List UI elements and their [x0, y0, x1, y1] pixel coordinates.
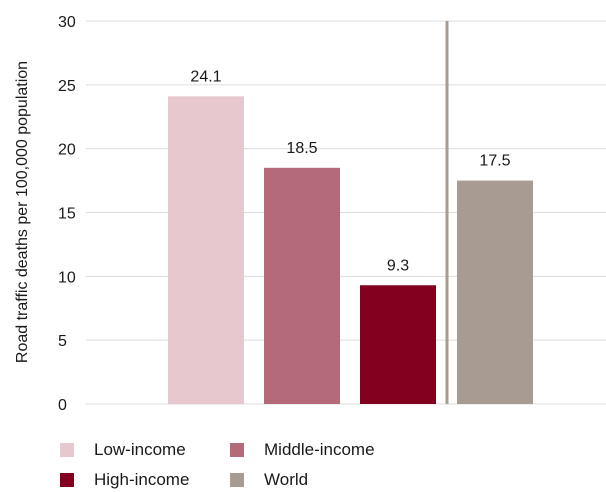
- legend-label-low-income: Low-income: [94, 440, 186, 459]
- legend-label-high-income: High-income: [94, 470, 190, 489]
- y-tick-label: 20: [58, 142, 76, 159]
- y-axis-label: Road traffic deaths per 100,000 populati…: [14, 61, 31, 363]
- bar-middle-income: [264, 167, 340, 404]
- data-label-world: 17.5: [479, 153, 510, 170]
- y-tick-label: 0: [58, 397, 67, 414]
- y-tick-label: 30: [58, 14, 76, 31]
- bars: [168, 96, 533, 404]
- legend-swatch-middle-income: [230, 443, 244, 457]
- data-label-high-income: 9.3: [387, 257, 409, 274]
- y-tick-label: 15: [58, 206, 76, 223]
- bar-low-income: [168, 96, 244, 404]
- legend-swatch-world: [230, 473, 244, 487]
- data-label-low-income: 24.1: [190, 68, 221, 85]
- legend-item-world: World: [230, 470, 308, 490]
- legend-item-low-income: Low-income: [60, 440, 186, 460]
- legend-swatch-high-income: [60, 473, 74, 487]
- legend-item-middle-income: Middle-income: [230, 440, 375, 460]
- bar-world: [457, 180, 533, 404]
- legend-item-high-income: High-income: [60, 470, 189, 490]
- y-tick-label: 5: [58, 333, 67, 350]
- legend-label-middle-income: Middle-income: [264, 440, 375, 459]
- bar-high-income: [360, 285, 436, 404]
- data-label-middle-income: 18.5: [286, 140, 317, 157]
- y-tick-label: 10: [58, 269, 76, 286]
- bar-chart: 0 5 10 15 20 25 30 24.1 18.5 9.3 17.5 Road traffi…: [14, 14, 606, 414]
- data-labels: 24.1 18.5 9.3 17.5: [190, 68, 510, 274]
- y-tick-label: 25: [58, 78, 76, 95]
- legend-label-world: World: [264, 470, 309, 489]
- legend-swatch-low-income: [60, 443, 74, 457]
- y-axis-ticks: 0 5 10 15 20 25 30: [58, 14, 76, 414]
